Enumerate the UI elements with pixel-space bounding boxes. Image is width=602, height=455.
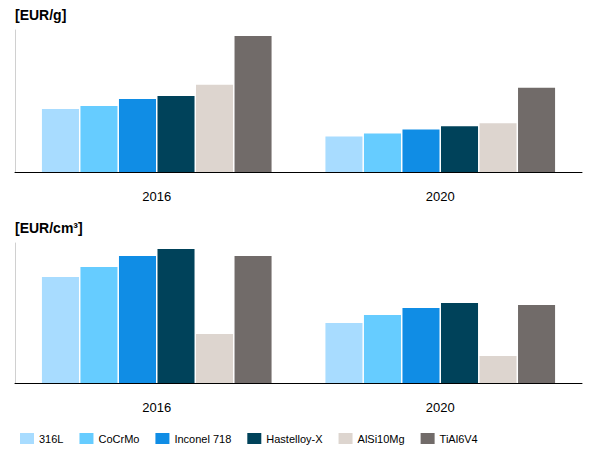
svg-text:2020: 2020: [426, 400, 455, 415]
svg-text:TiAl6V4: TiAl6V4: [440, 433, 478, 445]
svg-text:Hastelloy-X: Hastelloy-X: [266, 433, 323, 445]
svg-text:2020: 2020: [426, 189, 455, 204]
svg-text:[EUR/cm³]: [EUR/cm³]: [15, 220, 83, 236]
svg-text:Inconel 718: Inconel 718: [174, 433, 231, 445]
svg-text:316L: 316L: [39, 433, 63, 445]
svg-text:2016: 2016: [142, 189, 171, 204]
svg-text:2016: 2016: [142, 400, 171, 415]
svg-text:CoCrMo: CoCrMo: [98, 433, 139, 445]
svg-text:AlSi10Mg: AlSi10Mg: [358, 433, 405, 445]
svg-text:[EUR/g]: [EUR/g]: [15, 7, 66, 23]
